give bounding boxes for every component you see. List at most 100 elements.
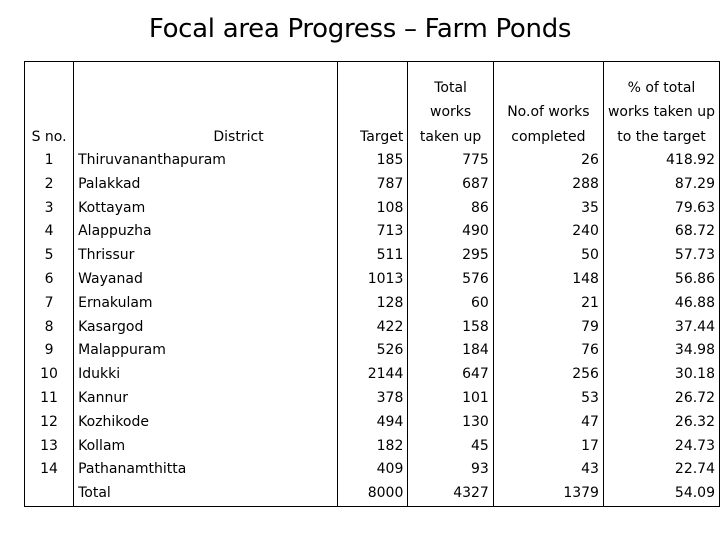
cell-district: Kozhikode — [73, 410, 338, 435]
header-works-line: works — [430, 104, 472, 120]
table-row: 11 Kannur 378 101 53 26.72 — [23, 386, 720, 411]
cell-works-taken-up: 4327 — [407, 482, 494, 507]
cell-works-completed: 43 — [492, 458, 604, 483]
cell-sno: 5 — [23, 244, 75, 268]
cell-target: 182 — [336, 434, 409, 459]
header-completed: No.of works completed — [492, 61, 604, 149]
cell-percent: 26.72 — [602, 386, 720, 411]
cell-percent: 34.98 — [602, 339, 720, 364]
table-row: 7 Ernakulam 128 60 21 46.88 — [23, 291, 720, 316]
farm-ponds-table: S no. District Target Total works taken … — [23, 61, 720, 507]
table-row: 12 Kozhikode 494 130 47 26.32 — [23, 410, 720, 435]
cell-district: Palakkad — [73, 172, 338, 197]
table-row: 1 Thiruvananthapuram 185 775 26 418.92 — [23, 149, 720, 173]
cell-works-taken-up: 576 — [407, 267, 494, 292]
table-row: 4 Alappuzha 713 490 240 68.72 — [23, 220, 720, 245]
cell-works-taken-up: 86 — [407, 196, 494, 221]
cell-district: Malappuram — [73, 339, 338, 364]
cell-works-completed: 47 — [492, 410, 604, 435]
header-target: Target — [336, 61, 409, 149]
cell-works-taken-up: 60 — [407, 291, 494, 316]
cell-sno: 6 — [23, 267, 75, 292]
header-percent-line: works taken up — [607, 104, 715, 120]
cell-works-completed: 26 — [492, 149, 604, 173]
cell-district: Pathanamthitta — [73, 458, 338, 483]
cell-target: 378 — [336, 386, 409, 411]
cell-works-taken-up: 93 — [407, 458, 494, 483]
header-works-line: Total — [434, 79, 467, 96]
cell-works-taken-up: 130 — [407, 410, 494, 435]
cell-target: 1013 — [336, 267, 409, 292]
cell-sno: 1 — [23, 149, 75, 173]
cell-target: 713 — [336, 220, 409, 245]
header-percent: % of total works taken up to the target — [602, 61, 720, 149]
cell-target: 526 — [336, 339, 409, 364]
cell-percent: 26.32 — [602, 410, 720, 435]
cell-sno: 7 — [23, 291, 75, 316]
cell-works-completed: 240 — [492, 220, 604, 245]
cell-sno: 8 — [23, 315, 75, 340]
cell-sno: 13 — [23, 434, 75, 459]
cell-sno: 3 — [23, 196, 75, 221]
header-sno: S no. — [23, 61, 75, 149]
table-row: 13 Kollam 182 45 17 24.73 — [23, 434, 720, 459]
cell-works-completed: 148 — [492, 267, 604, 292]
cell-target: 787 — [336, 172, 409, 197]
cell-sno: 14 — [23, 458, 75, 483]
table-row: 2 Palakkad 787 687 288 87.29 — [23, 172, 720, 197]
table-row: 5 Thrissur 511 295 50 57.73 — [23, 244, 720, 268]
cell-works-completed: 50 — [492, 244, 604, 268]
cell-works-taken-up: 687 — [407, 172, 494, 197]
table-row: 8 Kasargod 422 158 79 37.44 — [23, 315, 720, 340]
cell-works-completed: 35 — [492, 196, 604, 221]
table-row: 10 Idukki 2144 647 256 30.18 — [23, 363, 720, 387]
table-row: Total 8000 4327 1379 54.09 — [23, 482, 720, 507]
cell-works-taken-up: 490 — [407, 220, 494, 245]
table-row: 3 Kottayam 108 86 35 79.63 — [23, 196, 720, 221]
cell-district: Kasargod — [73, 315, 338, 340]
cell-percent: 57.73 — [602, 244, 720, 268]
table-body: 1 Thiruvananthapuram 185 775 26 418.92 2 Palakk… — [23, 149, 720, 507]
header-completed-line: No.of works — [507, 104, 590, 120]
cell-district: Kannur — [73, 386, 338, 411]
cell-works-taken-up: 647 — [407, 363, 494, 387]
cell-target: 8000 — [336, 482, 409, 507]
cell-works-completed: 53 — [492, 386, 604, 411]
cell-sno: 2 — [23, 172, 75, 197]
cell-target: 494 — [336, 410, 409, 435]
cell-district: Wayanad — [73, 267, 338, 292]
table-row: 6 Wayanad 1013 576 148 56.86 — [23, 267, 720, 292]
cell-district: Kottayam — [73, 196, 338, 221]
cell-district: Thrissur — [73, 244, 338, 268]
cell-percent: 22.74 — [602, 458, 720, 483]
cell-district: Ernakulam — [73, 291, 338, 316]
cell-sno: 4 — [23, 220, 75, 245]
cell-works-completed: 288 — [492, 172, 604, 197]
cell-district: Kollam — [73, 434, 338, 459]
cell-district: Idukki — [73, 363, 338, 387]
cell-target: 511 — [336, 244, 409, 268]
cell-percent: 24.73 — [602, 434, 720, 459]
cell-percent: 87.29 — [602, 172, 720, 197]
cell-works-taken-up: 158 — [407, 315, 494, 340]
header-completed-line: completed — [511, 128, 586, 145]
cell-district: Thiruvananthapuram — [73, 149, 338, 173]
cell-works-completed: 76 — [492, 339, 604, 364]
header-works-line: taken up — [419, 128, 482, 145]
cell-target: 2144 — [336, 363, 409, 387]
cell-percent: 418.92 — [602, 149, 720, 173]
cell-sno: 10 — [23, 363, 75, 387]
cell-target: 128 — [336, 291, 409, 316]
cell-percent: 37.44 — [602, 315, 720, 340]
header-percent-line: % of total — [627, 79, 696, 96]
table-row: 9 Malappuram 526 184 76 34.98 — [23, 339, 720, 364]
cell-percent: 56.86 — [602, 267, 720, 292]
cell-district: Total — [73, 482, 338, 507]
cell-works-taken-up: 184 — [407, 339, 494, 364]
cell-works-taken-up: 101 — [407, 386, 494, 411]
cell-percent: 30.18 — [602, 363, 720, 387]
table-row: 14 Pathanamthitta 409 93 43 22.74 — [23, 458, 720, 483]
header-percent-line: to the target — [617, 128, 706, 145]
table-header-row: S no. District Target Total works taken … — [23, 61, 720, 149]
page-title: Focal area Progress – Farm Ponds — [148, 14, 572, 44]
